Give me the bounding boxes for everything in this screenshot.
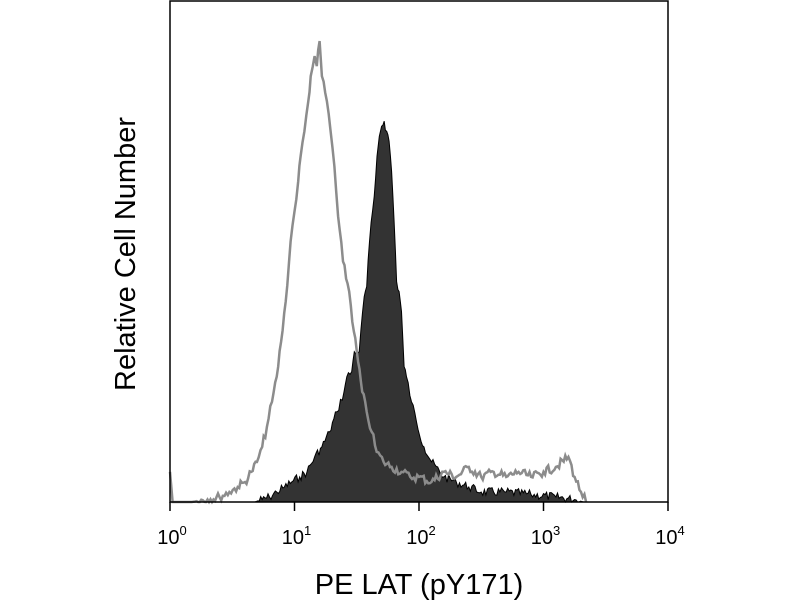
series-layer [168,40,588,505]
sample-histogram-filled [254,121,584,504]
x-tick-label-1: 101 [282,523,311,549]
x-tick-layer: 100 101 102 103 104 [157,502,685,549]
plot-frame [169,0,669,503]
x-tick-label-2: 102 [406,523,435,549]
x-axis-title: PE LAT (pY171) [315,569,523,600]
x-tick-label-4: 104 [655,523,684,549]
control-histogram-outline [168,40,588,505]
y-axis-title: Relative Cell Number [110,117,142,391]
x-tick-label-0: 100 [157,523,186,549]
x-tick-label-3: 103 [531,523,560,549]
